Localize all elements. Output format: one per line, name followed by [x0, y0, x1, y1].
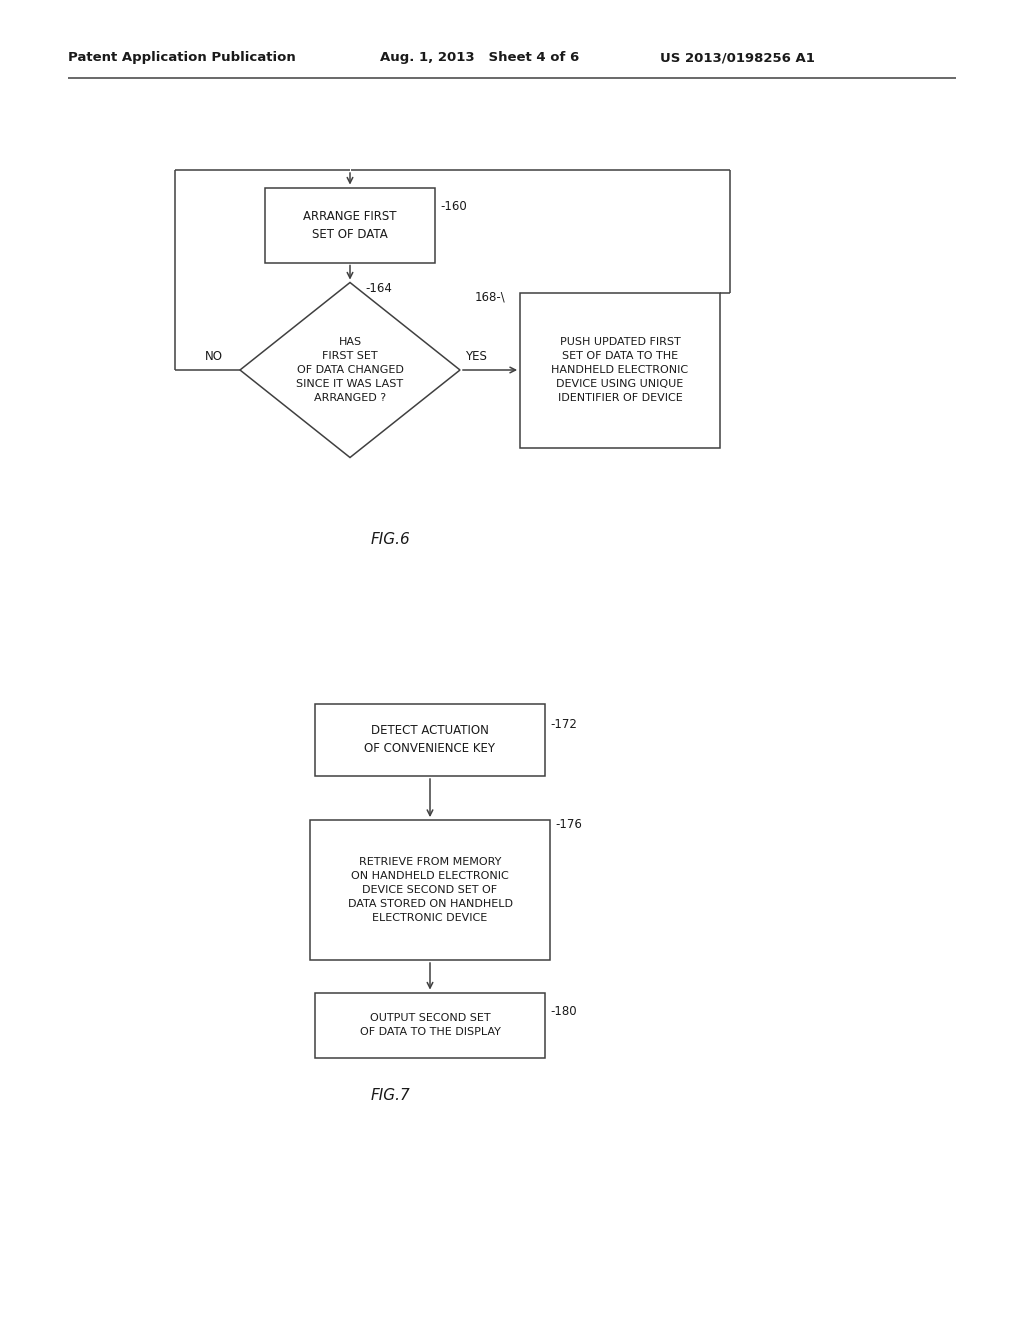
- Bar: [315, 993, 545, 1057]
- Text: DETECT ACTUATION
OF CONVENIENCE KEY: DETECT ACTUATION OF CONVENIENCE KEY: [365, 725, 496, 755]
- Text: 168-\: 168-\: [475, 290, 506, 304]
- Text: PUSH UPDATED FIRST
SET OF DATA TO THE
HANDHELD ELECTRONIC
DEVICE USING UNIQUE
ID: PUSH UPDATED FIRST SET OF DATA TO THE HA…: [552, 337, 688, 403]
- Bar: [310, 820, 550, 960]
- Polygon shape: [240, 282, 460, 458]
- Text: OUTPUT SECOND SET
OF DATA TO THE DISPLAY: OUTPUT SECOND SET OF DATA TO THE DISPLAY: [359, 1012, 501, 1038]
- Text: NO: NO: [205, 350, 223, 363]
- Text: FIG.7: FIG.7: [370, 1088, 410, 1102]
- Text: YES: YES: [465, 350, 486, 363]
- Bar: [315, 704, 545, 776]
- Text: -160: -160: [440, 201, 467, 213]
- Bar: [520, 293, 720, 447]
- Text: -176: -176: [555, 818, 582, 832]
- Text: RETRIEVE FROM MEMORY
ON HANDHELD ELECTRONIC
DEVICE SECOND SET OF
DATA STORED ON : RETRIEVE FROM MEMORY ON HANDHELD ELECTRO…: [347, 857, 512, 923]
- Text: US 2013/0198256 A1: US 2013/0198256 A1: [660, 51, 815, 65]
- Text: FIG.6: FIG.6: [370, 532, 410, 548]
- Text: -164: -164: [365, 282, 392, 296]
- Text: Patent Application Publication: Patent Application Publication: [68, 51, 296, 65]
- Text: HAS
FIRST SET
OF DATA CHANGED
SINCE IT WAS LAST
ARRANGED ?: HAS FIRST SET OF DATA CHANGED SINCE IT W…: [296, 337, 403, 403]
- Text: ARRANGE FIRST
SET OF DATA: ARRANGE FIRST SET OF DATA: [303, 210, 396, 240]
- Text: Aug. 1, 2013   Sheet 4 of 6: Aug. 1, 2013 Sheet 4 of 6: [380, 51, 580, 65]
- Bar: [265, 187, 435, 263]
- Text: -172: -172: [550, 718, 577, 731]
- Text: -180: -180: [550, 1005, 577, 1018]
